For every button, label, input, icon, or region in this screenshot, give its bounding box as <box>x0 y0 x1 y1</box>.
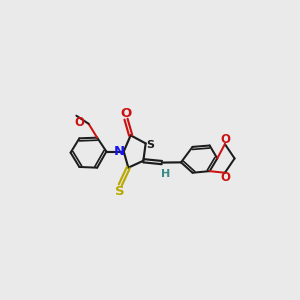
Text: O: O <box>120 107 132 120</box>
Text: N: N <box>113 145 125 158</box>
Text: O: O <box>74 116 85 129</box>
Text: H: H <box>161 169 171 179</box>
Text: S: S <box>147 140 155 150</box>
Text: S: S <box>116 184 125 197</box>
Text: O: O <box>220 133 230 146</box>
Text: O: O <box>220 171 230 184</box>
